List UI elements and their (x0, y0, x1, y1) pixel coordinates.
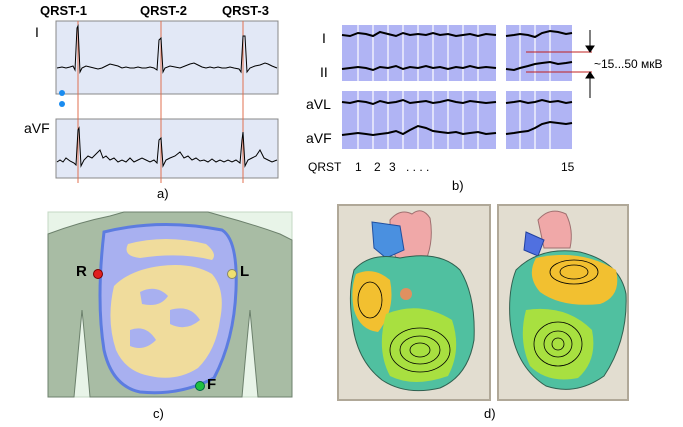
electrode-r (93, 269, 103, 279)
electrode-f (195, 381, 205, 391)
heart-1-dot (400, 288, 412, 300)
panel-c: R L F c) (0, 200, 300, 427)
ecg-lead-i-trace (56, 24, 278, 74)
lung-inner-blue-1 (140, 288, 168, 305)
heart-1-contours (357, 281, 451, 373)
tick-dots: . . . . (406, 160, 430, 174)
lung-yellow-upper (126, 239, 214, 260)
ecg-traces (55, 20, 279, 183)
electrode-l-label: L (240, 263, 250, 280)
lead-i-label: I (35, 24, 39, 40)
grid-bottom-block (342, 91, 572, 149)
caption-d: d) (484, 406, 496, 421)
panel-a: QRST-1 QRST-2 QRST-3 I aVF a) (0, 0, 290, 201)
caption-b: b) (452, 178, 464, 193)
lung-inner-blue-3 (130, 328, 156, 348)
electrode-f-label: F (207, 376, 217, 393)
grid-trace-ii-right (505, 60, 573, 72)
continuation-dot-1 (59, 90, 65, 96)
heart-2-aorta (537, 210, 572, 249)
lead-avf-label: aVF (24, 120, 50, 136)
electrode-r-label: R (76, 263, 87, 280)
lung-yellow-main (110, 265, 222, 378)
lead-ii-label-b: II (320, 64, 328, 80)
grid-trace-avl (341, 98, 497, 106)
tick-15: 15 (561, 160, 575, 174)
ecg-lead-avf-trace (56, 126, 278, 168)
caption-a: a) (157, 186, 169, 201)
panel-d: d) (330, 200, 683, 427)
torso-diagram (47, 211, 293, 398)
amplitude-guides (526, 51, 592, 73)
lead-avf-label-b: aVF (306, 130, 332, 146)
heart-2-contours (533, 259, 599, 367)
heart-1-green-region (381, 308, 457, 382)
lead-i-label-b: I (322, 30, 326, 46)
qrst-1-label: QRST-1 (40, 3, 87, 18)
tick-3: 3 (389, 160, 396, 174)
electrode-l (227, 269, 237, 279)
grid-trace-avf (341, 124, 497, 137)
grid-trace-i (341, 30, 497, 38)
qrst-2-label: QRST-2 (140, 3, 187, 18)
lead-avl-label-b: aVL (306, 96, 331, 112)
continuation-dot-2 (59, 101, 65, 107)
tick-2: 2 (374, 160, 381, 174)
grid-trace-ii (341, 64, 497, 72)
lung-inner-blue-2 (170, 308, 200, 328)
amplitude-label: ~15...50 мкВ (594, 57, 663, 71)
amplitude-arrows (585, 30, 595, 98)
heart-1-vessel (371, 221, 405, 259)
heart-maps (337, 204, 629, 401)
panel-b: I II aVL aVF (300, 0, 683, 200)
tick-1: 1 (355, 160, 362, 174)
qrst-3-label: QRST-3 (222, 3, 269, 18)
grid-trace-avf-right (505, 120, 573, 135)
grid-trace-avl-right (505, 98, 573, 105)
qrst-axis-label: QRST (308, 160, 342, 174)
grid-trace-i-right (505, 29, 573, 39)
ecg-bottom-frame (55, 118, 279, 179)
caption-c: c) (153, 406, 164, 421)
qrst-grid (341, 25, 595, 150)
heart-2-green-region (522, 308, 594, 380)
ecg-top-frame (55, 20, 279, 95)
